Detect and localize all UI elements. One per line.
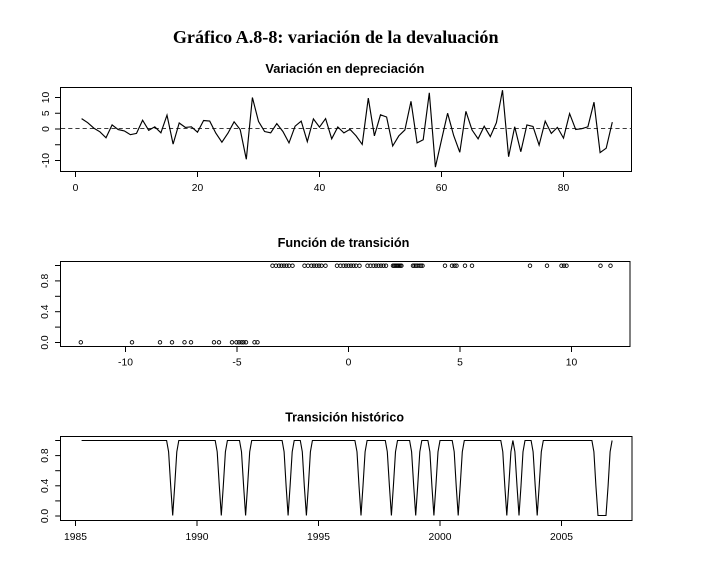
svg-text:0.4: 0.4 — [40, 304, 51, 319]
svg-text:-10: -10 — [41, 153, 52, 168]
svg-text:10: 10 — [566, 357, 578, 368]
svg-text:0.0: 0.0 — [40, 509, 51, 524]
svg-text:0: 0 — [346, 357, 352, 368]
svg-text:0.8: 0.8 — [40, 273, 51, 288]
svg-text:10: 10 — [41, 92, 52, 104]
svg-text:1985: 1985 — [64, 532, 87, 543]
svg-text:1995: 1995 — [307, 532, 330, 543]
svg-text:0.4: 0.4 — [40, 478, 51, 493]
svg-text:0.8: 0.8 — [40, 448, 51, 463]
svg-text:0: 0 — [73, 183, 79, 194]
svg-text:Gráfico A.8-8: variación de la: Gráfico A.8-8: variación de la devaluaci… — [173, 27, 499, 47]
svg-text:0: 0 — [41, 126, 52, 132]
svg-text:80: 80 — [558, 183, 570, 194]
svg-text:2000: 2000 — [429, 532, 452, 543]
svg-text:60: 60 — [436, 183, 448, 194]
svg-text:Variación en depreciación: Variación en depreciación — [265, 61, 424, 76]
svg-text:Función de transición: Función de transición — [278, 236, 410, 250]
svg-text:5: 5 — [41, 110, 52, 116]
svg-text:5: 5 — [457, 357, 463, 368]
svg-text:-5: -5 — [232, 357, 241, 368]
svg-text:40: 40 — [314, 183, 326, 194]
svg-text:1990: 1990 — [186, 532, 209, 543]
svg-text:2005: 2005 — [550, 532, 573, 543]
svg-text:-10: -10 — [118, 357, 133, 368]
svg-text:0.0: 0.0 — [40, 335, 51, 350]
svg-text:20: 20 — [192, 183, 204, 194]
svg-text:Transición histórico: Transición histórico — [285, 410, 404, 424]
